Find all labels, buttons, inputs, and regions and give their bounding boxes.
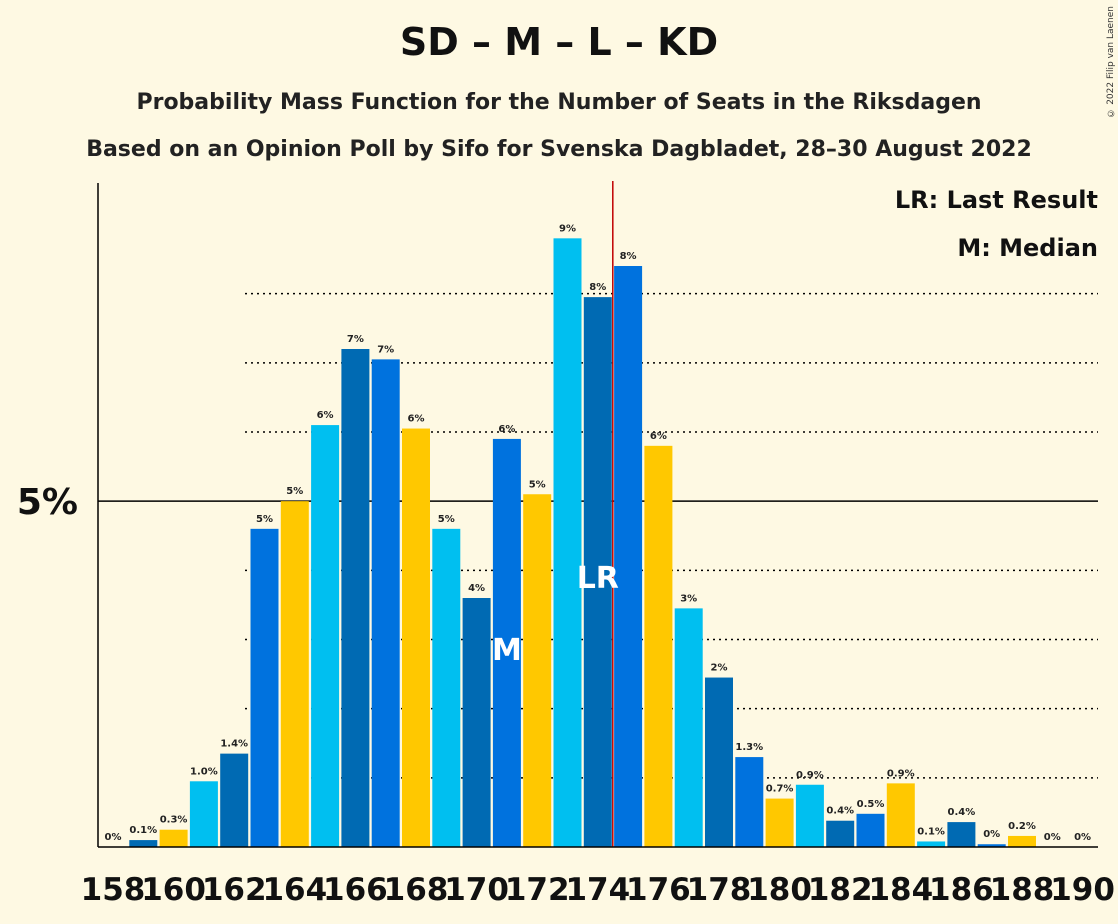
- value-label-181: 0.9%: [796, 770, 824, 781]
- bar-187: [977, 844, 1006, 847]
- value-label-178: 2%: [711, 663, 728, 674]
- value-label-179: 1.3%: [735, 742, 763, 753]
- chart-source: Based on an Opinion Poll by Sifo for Sve…: [86, 137, 1032, 162]
- bar-180: [765, 798, 794, 847]
- bar-181: [795, 784, 824, 847]
- median-marker: M: [492, 633, 522, 668]
- bar-168: [402, 428, 430, 847]
- bar-184: [886, 783, 915, 847]
- value-label-186: 0.4%: [948, 807, 976, 818]
- x-tick-label: 186: [929, 872, 994, 908]
- bar-175: [614, 266, 643, 847]
- bar-159: [129, 840, 158, 847]
- x-tick-label: 158: [81, 872, 146, 908]
- value-label-189: 0%: [1044, 832, 1061, 843]
- value-label-160: 0.3%: [160, 815, 188, 826]
- bar-177: [674, 608, 703, 847]
- value-label-162: 1.4%: [220, 739, 248, 750]
- value-label-173: 9%: [559, 223, 576, 234]
- bar-170: [462, 598, 491, 847]
- value-label-158: 0%: [105, 832, 122, 843]
- value-label-182: 0.4%: [826, 806, 854, 817]
- value-label-167: 7%: [377, 344, 394, 355]
- value-label-190: 0%: [1074, 832, 1091, 843]
- bar-174: [583, 297, 612, 847]
- value-label-177: 3%: [680, 593, 697, 604]
- x-tick-label: 162: [202, 872, 267, 908]
- value-label-183: 0.5%: [857, 799, 885, 810]
- value-label-170: 4%: [468, 583, 485, 594]
- value-label-175: 8%: [620, 251, 637, 262]
- value-label-165: 6%: [317, 410, 334, 421]
- last-result-marker: LR: [577, 561, 619, 596]
- bar-179: [735, 757, 764, 847]
- x-tick-label: 182: [808, 872, 873, 908]
- bar-171: [492, 438, 521, 847]
- value-label-172: 5%: [529, 479, 546, 490]
- bar-167: [371, 359, 400, 847]
- x-tick-label: 172: [505, 872, 570, 908]
- bar-182: [826, 820, 855, 847]
- bar-173: [553, 238, 582, 848]
- x-tick-label: 174: [565, 872, 630, 908]
- x-tick-label: 168: [384, 872, 449, 908]
- bar-163: [250, 528, 279, 847]
- bar-166: [341, 349, 370, 847]
- bar-162: [220, 753, 249, 847]
- bar-183: [856, 813, 885, 847]
- value-label-187: 0%: [983, 829, 1000, 840]
- value-label-185: 0.1%: [917, 826, 945, 837]
- bar-169: [432, 528, 461, 847]
- x-tick-label: 188: [990, 872, 1055, 908]
- x-tick-label: 160: [141, 872, 206, 908]
- chart-title: SD – M – L – KD: [399, 20, 719, 64]
- value-label-174: 8%: [589, 282, 606, 293]
- value-label-166: 7%: [347, 334, 364, 345]
- bar-165: [311, 425, 340, 847]
- x-tick-label: 170: [444, 872, 509, 908]
- value-label-164: 5%: [286, 486, 303, 497]
- value-label-184: 0.9%: [887, 768, 915, 779]
- value-label-159: 0.1%: [129, 825, 157, 836]
- value-label-161: 1.0%: [190, 766, 218, 777]
- x-tick-label: 166: [323, 872, 388, 908]
- x-tick-label: 178: [687, 872, 752, 908]
- value-label-171: 6%: [498, 424, 515, 435]
- y-tick-label: 5%: [17, 482, 78, 523]
- bar-161: [189, 781, 218, 847]
- legend-last-result: LR: Last Result: [894, 186, 1098, 214]
- x-tick-label: 190: [1050, 872, 1115, 908]
- bar-185: [917, 841, 946, 847]
- value-label-169: 5%: [438, 514, 455, 525]
- bar-178: [705, 677, 733, 847]
- x-tick-label: 176: [626, 872, 691, 908]
- value-label-163: 5%: [256, 514, 273, 525]
- value-label-176: 6%: [650, 431, 667, 442]
- value-label-188: 0.2%: [1008, 821, 1036, 832]
- bar-160: [159, 829, 188, 847]
- x-tick-label: 164: [262, 872, 327, 908]
- bar-172: [523, 494, 552, 847]
- x-tick-label: 184: [868, 872, 933, 908]
- legend-median: M: Median: [957, 234, 1098, 262]
- value-label-168: 6%: [408, 414, 425, 425]
- bar-164: [280, 501, 309, 847]
- value-label-180: 0.7%: [766, 784, 794, 795]
- bar-186: [947, 822, 976, 847]
- bar-176: [644, 445, 673, 847]
- x-tick-label: 180: [747, 872, 812, 908]
- bar-188: [1008, 835, 1036, 847]
- chart-subtitle: Probability Mass Function for the Number…: [136, 90, 982, 115]
